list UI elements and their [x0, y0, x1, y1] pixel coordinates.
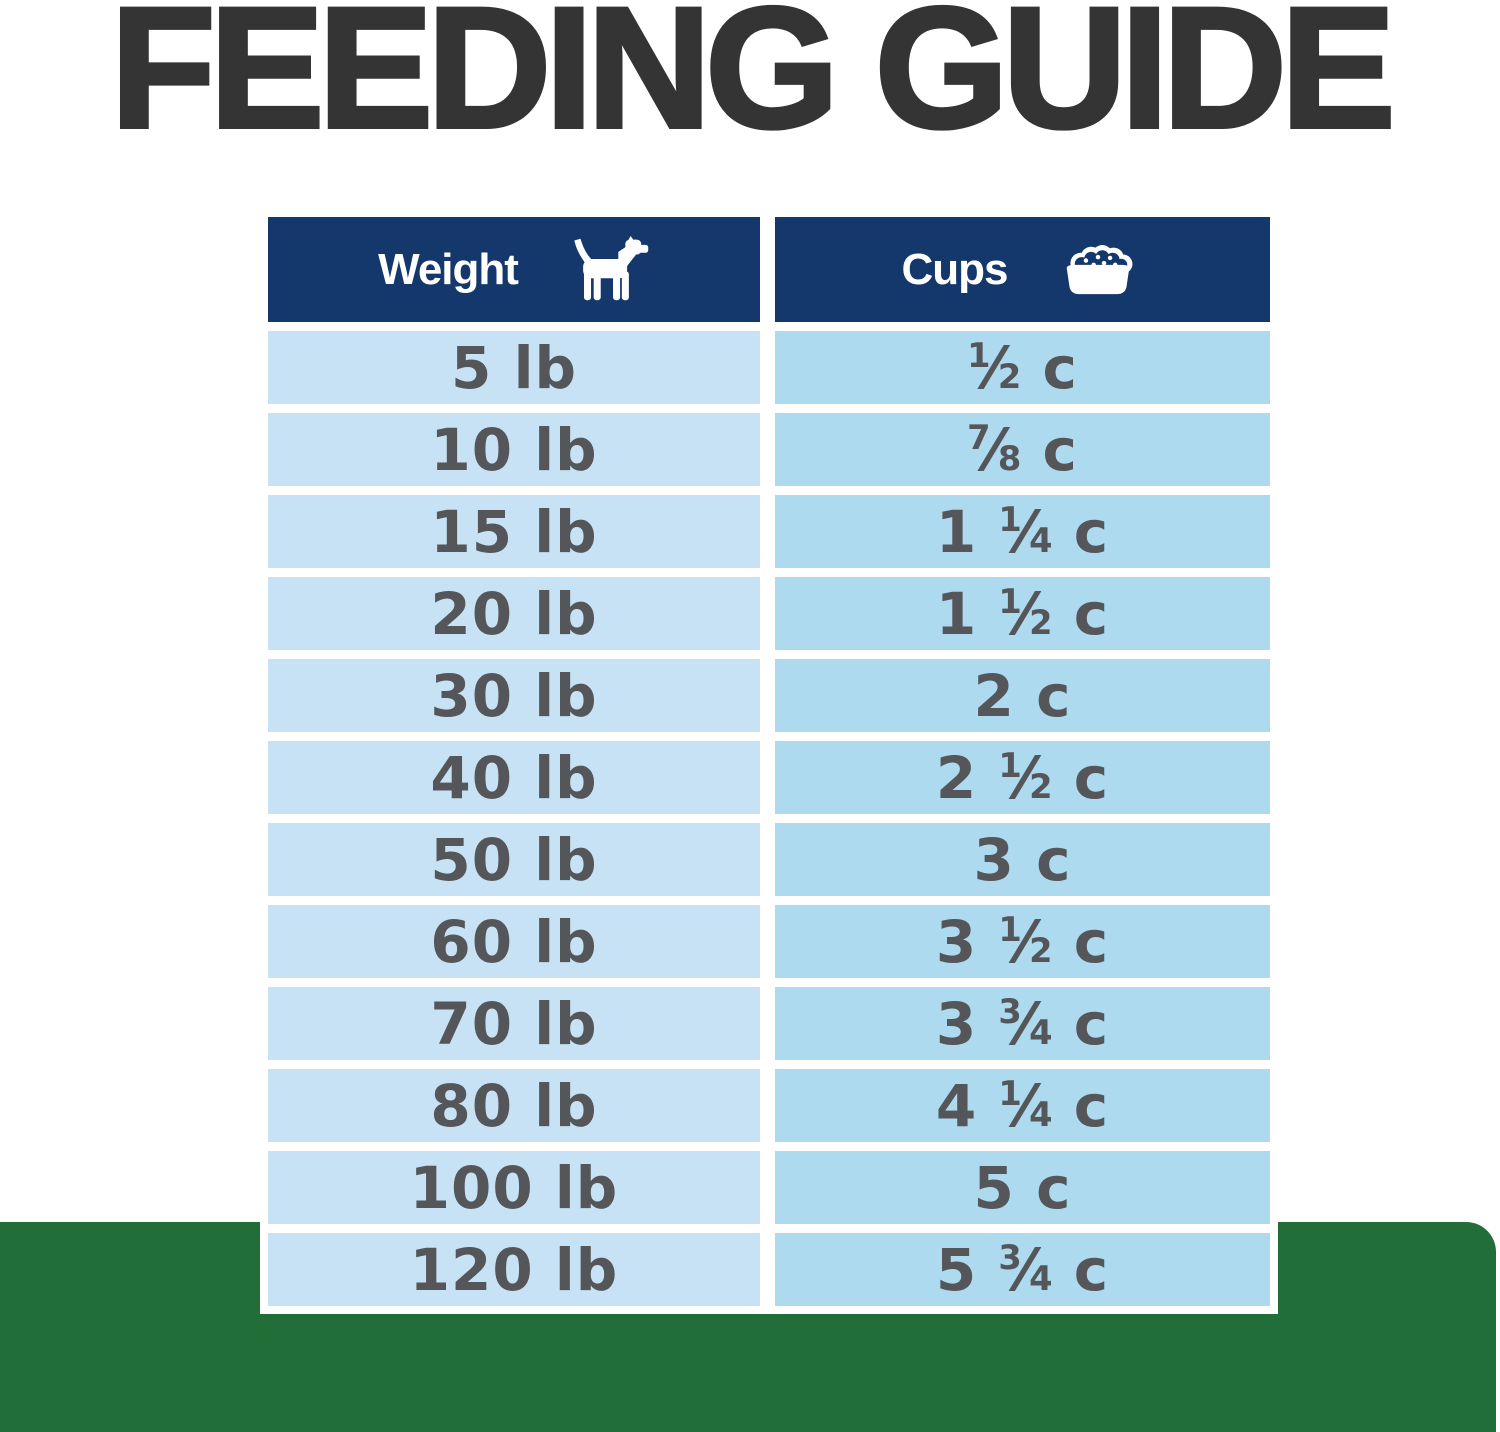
cups-cell: 3 1⁄2 c: [775, 905, 1270, 978]
weight-cell: 15 lb: [268, 495, 760, 568]
cups-header-label: Cups: [901, 244, 1009, 294]
weight-cell: 100 lb: [268, 1151, 760, 1224]
weight-cell: 60 lb: [268, 905, 760, 978]
cups-column-header: Cups: [775, 217, 1270, 322]
weight-cell: 20 lb: [268, 577, 760, 650]
cups-cell: 4 1⁄4 c: [775, 1069, 1270, 1142]
cups-cell: 3 c: [775, 823, 1270, 896]
weight-cell: 30 lb: [268, 659, 760, 732]
weight-cell: 70 lb: [268, 987, 760, 1060]
weight-cell: 10 lb: [268, 413, 760, 486]
weight-header-label: Weight: [378, 244, 519, 294]
weight-cell: 120 lb: [268, 1233, 760, 1306]
cups-cell: 1⁄2 c: [775, 331, 1270, 404]
weight-column-header: Weight: [268, 217, 760, 322]
cups-cell: 1 1⁄2 c: [775, 577, 1270, 650]
weight-cell: 50 lb: [268, 823, 760, 896]
feeding-guide-table: Weight Cups: [260, 209, 1278, 1314]
weight-cell: 40 lb: [268, 741, 760, 814]
page-title: FEEDING GUIDE: [108, 0, 1397, 164]
weight-cell: 5 lb: [268, 331, 760, 404]
cups-cell: 3 3⁄4 c: [775, 987, 1270, 1060]
cups-cell: 7⁄8 c: [775, 413, 1270, 486]
food-bowl-icon: [1066, 244, 1132, 294]
cups-cell: 1 1⁄4 c: [775, 495, 1270, 568]
dog-icon: [574, 236, 649, 301]
cups-cell: 5 3⁄4 c: [775, 1233, 1270, 1306]
cups-cell: 2 c: [775, 659, 1270, 732]
weight-cell: 80 lb: [268, 1069, 760, 1142]
cups-cell: 2 1⁄2 c: [775, 741, 1270, 814]
cups-cell: 5 c: [775, 1151, 1270, 1224]
